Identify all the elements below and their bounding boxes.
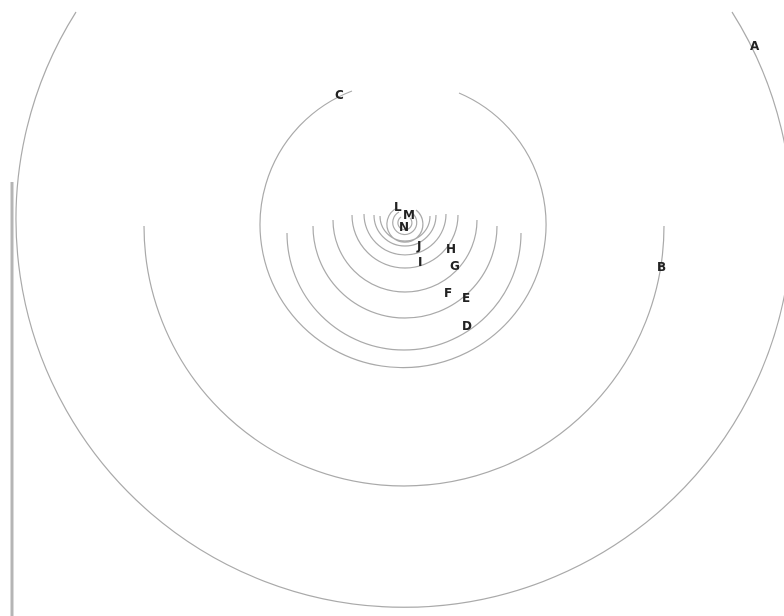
- label-n: N: [399, 220, 409, 234]
- label-l: L: [394, 200, 402, 214]
- label-a: A: [750, 39, 760, 53]
- label-m: M: [403, 208, 415, 222]
- label-f: F: [444, 286, 452, 300]
- arc-b: [143, 225, 665, 487]
- label-b: B: [657, 260, 666, 274]
- arc-g: [351, 214, 459, 269]
- arc-d: [286, 232, 522, 351]
- arc-l: [386, 207, 424, 243]
- arc-n: [397, 216, 413, 231]
- label-c: C: [335, 88, 344, 102]
- arc-f: [332, 219, 478, 293]
- arc-j: [379, 215, 431, 242]
- label-h: H: [446, 242, 456, 256]
- label-i: I: [418, 255, 422, 269]
- label-d: D: [462, 319, 472, 333]
- arc-m: [392, 211, 418, 236]
- arc-h: [363, 213, 447, 256]
- arc-c: [259, 90, 547, 369]
- arc-a: [15, 11, 784, 608]
- label-e: E: [462, 291, 470, 305]
- label-j: J: [416, 239, 421, 253]
- arc-e: [312, 225, 498, 319]
- arc-i: [373, 214, 437, 247]
- label-g: G: [450, 259, 460, 273]
